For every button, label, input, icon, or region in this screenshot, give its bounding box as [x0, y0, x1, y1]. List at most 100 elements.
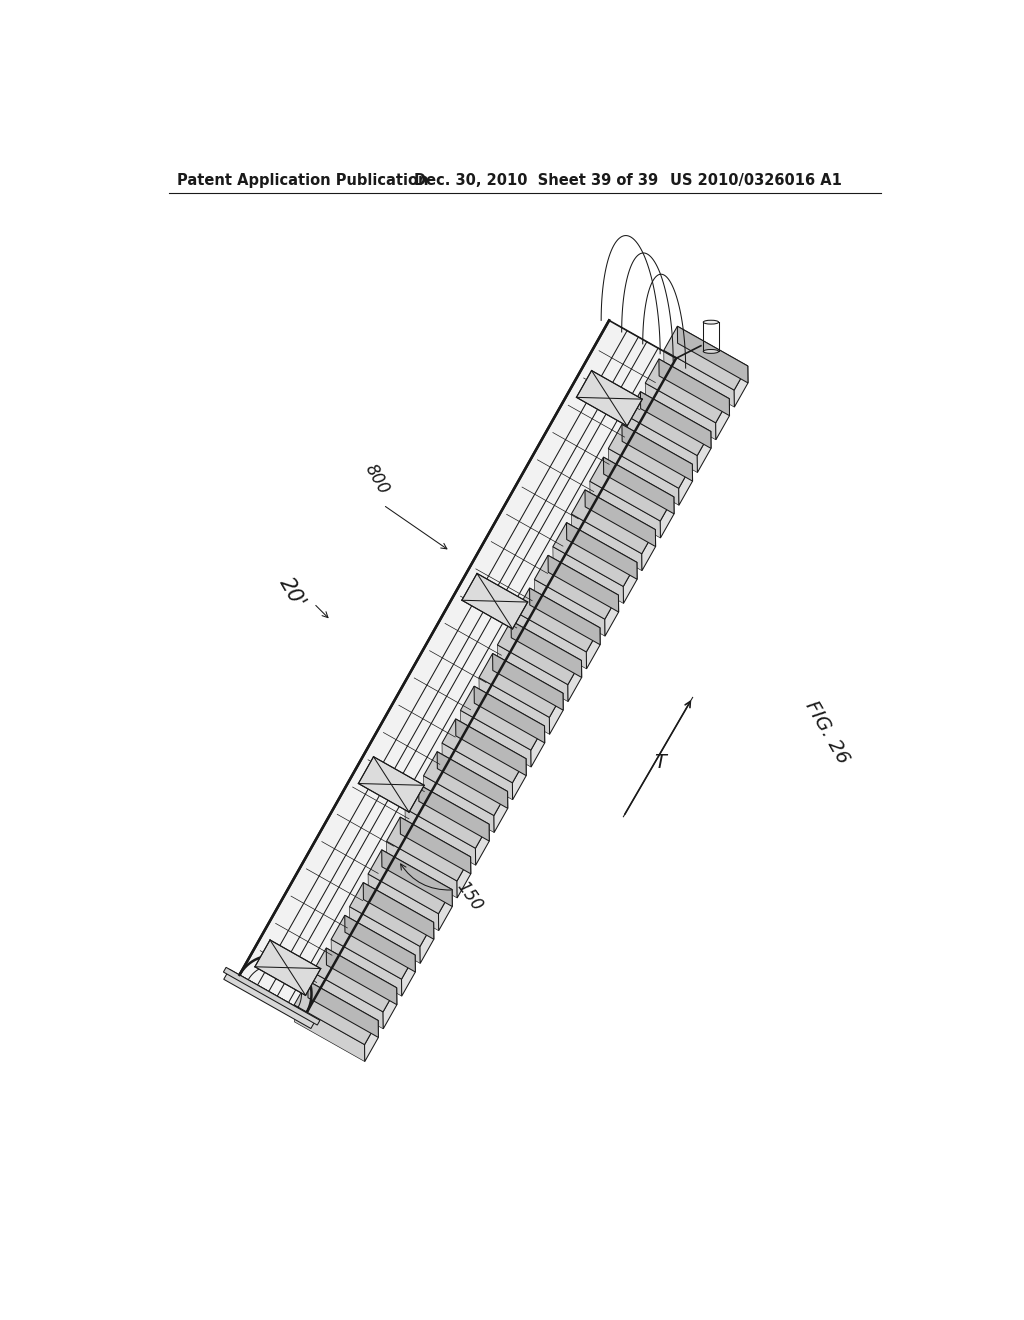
Polygon shape	[605, 595, 618, 636]
Polygon shape	[734, 366, 748, 407]
Polygon shape	[516, 587, 600, 652]
Polygon shape	[358, 756, 424, 812]
Text: Patent Application Publication: Patent Application Publication	[177, 173, 428, 189]
Polygon shape	[697, 432, 711, 473]
Ellipse shape	[703, 350, 719, 354]
Text: 150: 150	[453, 878, 485, 915]
Polygon shape	[608, 425, 692, 488]
Polygon shape	[365, 1020, 379, 1061]
Polygon shape	[511, 620, 582, 677]
Polygon shape	[679, 465, 692, 506]
Ellipse shape	[703, 321, 719, 325]
Polygon shape	[223, 968, 319, 1026]
Polygon shape	[401, 956, 416, 997]
Polygon shape	[420, 923, 434, 964]
Polygon shape	[645, 383, 716, 440]
Polygon shape	[585, 490, 655, 546]
Polygon shape	[624, 562, 637, 603]
Polygon shape	[368, 850, 453, 913]
Polygon shape	[549, 693, 563, 734]
Polygon shape	[349, 907, 420, 964]
Polygon shape	[475, 824, 489, 865]
Polygon shape	[255, 940, 321, 995]
Polygon shape	[382, 850, 453, 907]
Polygon shape	[512, 759, 526, 800]
Polygon shape	[386, 841, 457, 898]
Polygon shape	[294, 1005, 365, 1061]
Polygon shape	[424, 751, 508, 816]
Polygon shape	[642, 529, 655, 570]
Polygon shape	[566, 523, 637, 579]
Polygon shape	[535, 579, 605, 636]
Text: T: T	[654, 754, 666, 772]
Polygon shape	[516, 612, 587, 669]
Text: 800: 800	[361, 461, 393, 498]
Text: 20': 20'	[275, 574, 309, 612]
Polygon shape	[568, 660, 582, 702]
Polygon shape	[331, 940, 401, 997]
Polygon shape	[645, 359, 729, 422]
Polygon shape	[479, 677, 550, 734]
Polygon shape	[383, 987, 397, 1028]
Polygon shape	[498, 620, 582, 685]
Polygon shape	[406, 809, 475, 865]
Polygon shape	[424, 776, 495, 833]
Polygon shape	[678, 326, 748, 383]
Polygon shape	[494, 792, 508, 833]
Polygon shape	[294, 981, 378, 1044]
Polygon shape	[461, 686, 545, 750]
Polygon shape	[456, 719, 526, 776]
Polygon shape	[529, 587, 600, 644]
Polygon shape	[660, 496, 674, 539]
Polygon shape	[627, 416, 697, 473]
Polygon shape	[240, 321, 676, 1012]
Text: FIG. 26: FIG. 26	[802, 697, 853, 767]
Polygon shape	[474, 686, 545, 743]
Polygon shape	[238, 975, 306, 1016]
Polygon shape	[548, 556, 618, 612]
Polygon shape	[493, 653, 563, 710]
Polygon shape	[331, 915, 415, 979]
Polygon shape	[457, 857, 471, 898]
Polygon shape	[386, 817, 471, 880]
Polygon shape	[442, 743, 513, 800]
Polygon shape	[462, 573, 527, 628]
Polygon shape	[349, 883, 433, 946]
Polygon shape	[553, 546, 624, 603]
Polygon shape	[368, 874, 438, 931]
Polygon shape	[438, 890, 453, 931]
Polygon shape	[590, 482, 660, 539]
Polygon shape	[571, 513, 642, 570]
Polygon shape	[327, 948, 397, 1005]
Polygon shape	[437, 751, 508, 808]
Polygon shape	[640, 392, 711, 449]
Polygon shape	[664, 326, 748, 391]
Polygon shape	[400, 817, 471, 874]
Polygon shape	[603, 457, 674, 513]
Text: US 2010/0326016 A1: US 2010/0326016 A1	[670, 173, 842, 189]
Polygon shape	[364, 883, 434, 940]
Polygon shape	[553, 523, 637, 586]
Polygon shape	[406, 784, 489, 849]
Polygon shape	[587, 628, 600, 669]
Polygon shape	[442, 719, 526, 783]
Polygon shape	[345, 915, 416, 972]
Polygon shape	[716, 399, 729, 440]
Polygon shape	[461, 710, 531, 767]
Polygon shape	[535, 556, 618, 619]
Polygon shape	[590, 457, 674, 521]
Polygon shape	[224, 969, 316, 1028]
Polygon shape	[577, 371, 642, 426]
Polygon shape	[530, 726, 545, 767]
Polygon shape	[308, 981, 379, 1038]
Polygon shape	[571, 490, 655, 554]
Polygon shape	[479, 653, 563, 717]
Text: Dec. 30, 2010  Sheet 39 of 39: Dec. 30, 2010 Sheet 39 of 39	[414, 173, 658, 189]
Polygon shape	[498, 645, 568, 702]
Polygon shape	[312, 948, 396, 1012]
Polygon shape	[658, 359, 729, 416]
Polygon shape	[627, 392, 711, 455]
Polygon shape	[608, 449, 679, 506]
Polygon shape	[622, 425, 692, 480]
Polygon shape	[312, 972, 383, 1028]
